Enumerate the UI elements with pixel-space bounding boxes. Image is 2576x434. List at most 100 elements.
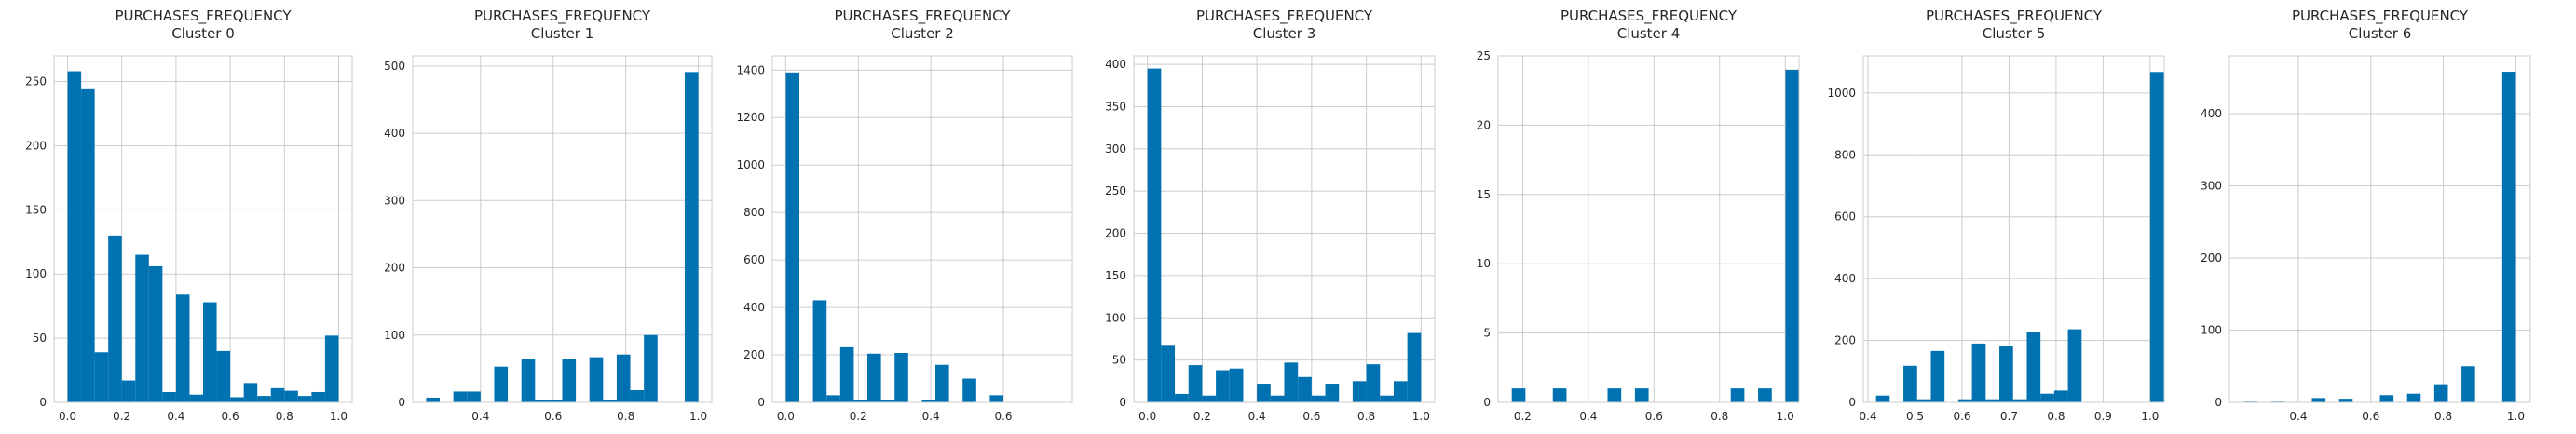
plot-area <box>1863 56 2164 402</box>
x-tick-label: 0.2 <box>850 410 867 423</box>
chart-subtitle: Cluster 4 <box>1617 25 1681 42</box>
histogram-bar <box>894 353 908 402</box>
y-tick-label: 100 <box>2201 324 2222 337</box>
histogram-bar <box>1985 399 2000 402</box>
y-tick-label: 400 <box>2201 107 2222 120</box>
chart-title: PURCHASES_FREQUENCY <box>1561 7 1738 25</box>
x-tick-label: 0.8 <box>1711 410 1728 423</box>
histogram-bar <box>1971 343 1986 402</box>
histogram-bar <box>1785 69 1800 402</box>
chart-subtitle: Cluster 0 <box>171 25 235 42</box>
histogram-bar <box>148 265 163 402</box>
x-tick-label: 0.4 <box>471 410 489 423</box>
histogram-bar <box>1930 350 1945 402</box>
y-tick-label: 200 <box>384 262 405 275</box>
histogram-bar <box>1257 384 1271 402</box>
plot-area <box>2229 56 2530 402</box>
plot-frame <box>1133 55 1436 403</box>
histogram-bar <box>2379 395 2394 402</box>
histogram-bar <box>1216 370 1230 402</box>
plot-frame <box>412 55 713 403</box>
histogram-bar <box>324 335 339 402</box>
histogram-bar <box>162 391 176 402</box>
y-tick-label: 400 <box>384 127 405 140</box>
histogram-bar <box>548 400 563 402</box>
chart-title: PURCHASES_FREQUENCY <box>474 7 651 25</box>
y-tick-label: 200 <box>2201 251 2222 264</box>
y-tick-label: 200 <box>1834 334 1856 347</box>
histogram-bar <box>921 400 936 402</box>
histogram-bar <box>1916 399 1931 402</box>
chart-title: PURCHASES_FREQUENCY <box>1926 7 2103 25</box>
histogram-bar <box>311 391 325 402</box>
histogram-bar <box>284 390 298 402</box>
histogram-bar <box>189 394 203 402</box>
plot-area <box>1498 56 1799 402</box>
histogram-bar <box>297 396 312 402</box>
y-tick-label: 200 <box>1105 227 1126 240</box>
x-tick-label: 0.8 <box>2047 410 2065 423</box>
x-tick-label: 0.4 <box>922 410 940 423</box>
chart-panel-6: 0 100 200 300 400 0.4 0.6 0.8 1.0 PURCHASES_FREQU… <box>2201 7 2531 423</box>
histogram-bar <box>1511 388 1526 402</box>
x-tick-label: 0.8 <box>1357 410 1375 423</box>
x-tick-label: 1.0 <box>330 410 348 423</box>
x-tick-label: 1.0 <box>2141 410 2159 423</box>
chart-panel-3: 0 50 100 150 200 250 300 350 400 0.0 0.2 0.4 0.6 0.8 1… <box>1105 7 1436 423</box>
y-tick-label: 0 <box>2215 396 2222 409</box>
histogram-bar <box>2338 399 2353 402</box>
x-tick-label: 0.0 <box>59 410 76 423</box>
y-tick-label: 600 <box>743 253 765 266</box>
histogram-bar <box>1875 395 1890 402</box>
histogram-bar <box>785 72 800 402</box>
histogram-bar <box>1999 346 2013 402</box>
histogram-bar <box>270 387 285 402</box>
y-tick-label: 150 <box>25 203 47 216</box>
y-tick-label: 200 <box>25 139 47 152</box>
y-tick-label: 100 <box>25 267 47 280</box>
y-tick-label: 50 <box>33 332 47 345</box>
x-tick-label: 0.6 <box>2362 410 2379 423</box>
x-tick-label: 0.7 <box>2000 410 2018 423</box>
y-tick-label: 150 <box>1105 269 1126 282</box>
histogram-bar <box>1393 381 1408 402</box>
y-tick-label: 300 <box>2201 180 2222 193</box>
histogram-bar <box>935 364 949 402</box>
histogram-bar <box>2053 390 2068 402</box>
chart-subtitle: Cluster 6 <box>2349 25 2412 42</box>
x-tick-label: 0.6 <box>1302 410 1320 423</box>
x-tick-label: 0.2 <box>1193 410 1211 423</box>
histogram-bar <box>94 352 109 402</box>
histogram-bar <box>1730 388 1745 402</box>
histogram-bar <box>2067 329 2082 402</box>
y-tick-label: 400 <box>743 301 765 314</box>
chart-subtitle: Cluster 1 <box>531 25 594 42</box>
x-tick-label: 0.6 <box>1645 410 1663 423</box>
histogram-bar <box>603 400 617 402</box>
y-tick-label: 20 <box>1477 118 1491 131</box>
plot-frame <box>53 55 353 403</box>
histogram-bar <box>962 378 976 402</box>
y-tick-label: 800 <box>1834 148 1856 161</box>
y-tick-label: 25 <box>1477 49 1491 62</box>
histogram-bar <box>1407 332 1422 402</box>
histogram-bar <box>2026 332 2041 402</box>
x-tick-label: 1.0 <box>2507 410 2525 423</box>
histogram-bar <box>453 391 468 402</box>
histogram-bar <box>644 334 658 402</box>
x-tick-label: 0.8 <box>276 410 293 423</box>
histogram-bar <box>1175 393 1189 402</box>
histogram-bar <box>108 235 122 402</box>
x-tick-label: 0.6 <box>1953 410 1970 423</box>
x-tick-label: 1.0 <box>689 410 707 423</box>
histogram-bar <box>812 300 827 402</box>
histogram-bar <box>867 353 881 402</box>
histogram-bar <box>1229 368 1244 402</box>
x-tick-label: 0.4 <box>167 410 184 423</box>
histogram-bar <box>175 294 190 402</box>
y-tick-label: 500 <box>384 60 405 73</box>
histogram-bar <box>1325 384 1340 402</box>
x-tick-label: 0.2 <box>113 410 130 423</box>
y-tick-label: 0 <box>757 396 765 409</box>
